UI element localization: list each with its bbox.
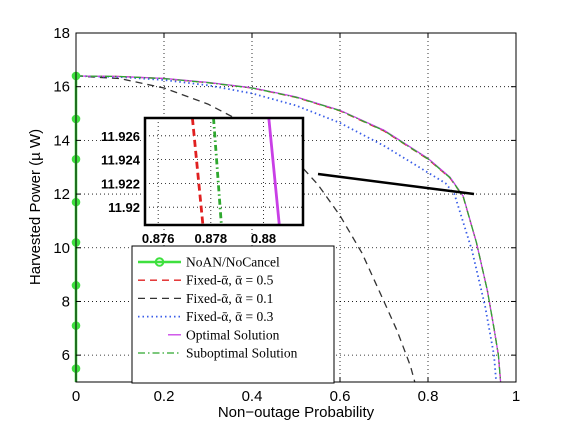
legend-label: NoAN/NoCancel	[186, 255, 280, 270]
inset-frame	[143, 116, 305, 227]
y-tick-label: 12	[53, 186, 70, 203]
inset-line-fixed-0-5	[191, 117, 205, 226]
legend-marker	[154, 257, 165, 267]
x-tick-label: 0.8	[418, 388, 439, 405]
series-line-fixed-0-1	[75, 75, 416, 383]
zoom-pointer-line	[317, 172, 475, 196]
legend-item-suboptimal-solution: Suboptimal Solution	[138, 346, 298, 361]
y-tick-label: 6	[62, 347, 70, 364]
legend-box	[131, 245, 335, 384]
inset-series-group	[191, 117, 281, 226]
legend-item-fixed-0-3: Fixed-ᾱ, ᾱ = 0.3	[138, 309, 274, 324]
inset-x-tick-label: 0.88	[251, 231, 276, 246]
inset-zoom: 0.876 0.878 0.88 11.92 11.922 11.924 11.926	[101, 116, 305, 246]
inset-background	[145, 118, 303, 225]
legend-item-optimal-solution: Optimal Solution	[168, 327, 280, 342]
y-tick-label: 18	[53, 25, 70, 42]
legend: NoAN/NoCancel Fixed-ᾱ, ᾱ = 0.5 Fixed-ᾱ,…	[131, 245, 335, 384]
legend-label: Fixed-ᾱ, ᾱ = 0.1	[186, 291, 273, 306]
inset-x-tick-label: 0.876	[142, 231, 175, 246]
inset-line-optimal-solution	[267, 117, 281, 226]
legend-label: Fixed-ᾱ, ᾱ = 0.3	[186, 309, 274, 324]
x-tick-label: 0.4	[242, 388, 263, 405]
inset-y-tick-label: 11.926	[101, 129, 140, 144]
x-axis-label: Non−outage Probability	[218, 404, 375, 421]
legend-label: Optimal Solution	[186, 327, 280, 342]
inset-line-suboptimal-solution	[212, 117, 223, 226]
x-tick-label: 0	[72, 388, 80, 405]
legend-item-noan-nocancel: NoAN/NoCancel	[138, 255, 280, 270]
series-line-optimal-solution	[75, 75, 502, 383]
inset-tick-labels: 0.876 0.878 0.88 11.92 11.922 11.924 11.926	[101, 129, 276, 246]
y-tick-label: 14	[53, 132, 70, 149]
legend-item-fixed-0-1: Fixed-ᾱ, ᾱ = 0.1	[138, 291, 273, 306]
x-tick-label: 0.2	[154, 388, 175, 405]
inset-y-tick-label: 11.92	[108, 200, 140, 215]
inset-y-tick-label: 11.922	[101, 176, 140, 191]
legend-item-fixed-0-5: Fixed-ᾱ, ᾱ = 0.5	[138, 273, 274, 288]
legend-label: Fixed-ᾱ, ᾱ = 0.5	[186, 273, 274, 288]
y-tick-label: 10	[53, 240, 70, 257]
y-tick-label: 8	[62, 293, 70, 310]
y-axis-label: Harvested Power (µ W)	[27, 129, 44, 285]
legend-label: Suboptimal Solution	[186, 346, 298, 361]
x-tick-label: 0.6	[330, 388, 351, 405]
inset-y-tick-label: 11.924	[101, 153, 141, 168]
y-tick-label: 16	[53, 79, 70, 96]
x-tick-label: 1	[512, 388, 520, 405]
inset-x-tick-label: 0.878	[195, 231, 228, 246]
